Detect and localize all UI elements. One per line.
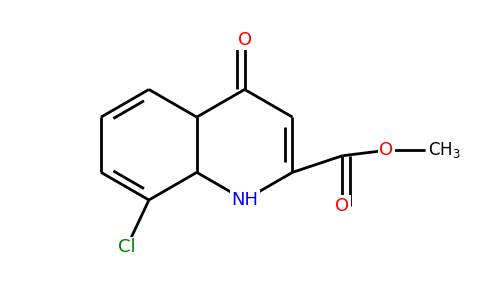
Text: O: O: [379, 141, 393, 159]
Text: NH: NH: [231, 191, 258, 209]
Text: O: O: [335, 196, 349, 214]
Text: CH$_3$: CH$_3$: [428, 140, 460, 160]
Text: O: O: [238, 31, 252, 49]
Text: Cl: Cl: [118, 238, 136, 256]
